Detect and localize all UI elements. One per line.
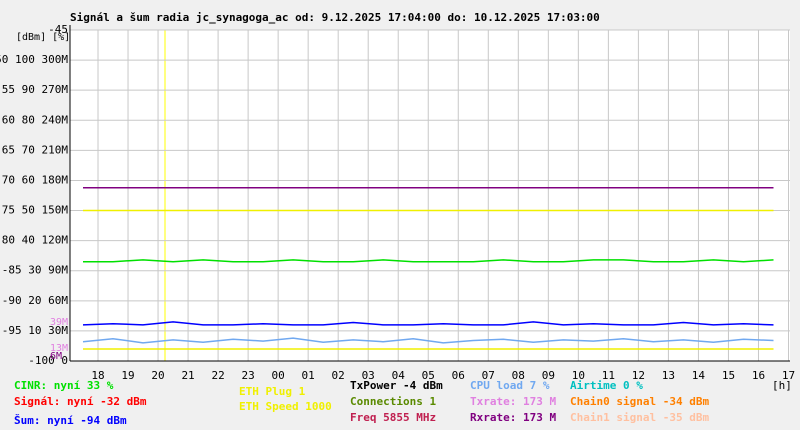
x-tick-label: 13 <box>662 369 675 382</box>
x-tick-label: 08 <box>512 369 525 382</box>
x-axis-label: [h] <box>772 379 792 392</box>
y-tick-label: -95 10 30M <box>2 324 69 337</box>
y-tick-label: -55 90 270M <box>0 83 68 96</box>
series-line <box>83 259 774 263</box>
x-tick-label: 10 <box>572 369 585 382</box>
series-line <box>82 321 774 326</box>
legend-entry: Txrate: 173 M <box>470 395 556 408</box>
y-tick-label: -90 20 60M <box>2 294 69 307</box>
x-tick-label: 05 <box>422 369 435 382</box>
x-tick-label: 22 <box>211 369 224 382</box>
chart-title: Signál a šum radia jc_synagoga_ac od: 9.… <box>70 11 600 24</box>
y-tick-label: -80 40 120M <box>0 234 68 247</box>
x-tick-label: 18 <box>91 369 104 382</box>
x-tick-label: 23 <box>241 369 254 382</box>
legend-entry: Chain1 signal -35 dBm <box>570 411 709 424</box>
x-tick-label: 16 <box>752 369 765 382</box>
x-tick-label: 09 <box>542 369 555 382</box>
legend-entry: Airtime 0 % <box>570 379 643 392</box>
legend-entry: Freq 5855 MHz <box>350 411 436 424</box>
legend-entry: Connections 1 <box>350 395 436 408</box>
x-tick-label: 21 <box>181 369 194 382</box>
x-tick-label: 12 <box>632 369 645 382</box>
legend-entry: CPU load 7 % <box>470 379 550 392</box>
x-tick-label: 02 <box>332 369 345 382</box>
y-tick-label: -65 70 210M <box>0 143 68 156</box>
y-tick-label: -50 100 300M <box>0 53 68 66</box>
x-tick-label: 03 <box>362 369 375 382</box>
x-tick-label: 00 <box>272 369 285 382</box>
x-tick-label: 01 <box>302 369 315 382</box>
legend-entry: TxPower -4 dBm <box>350 379 443 392</box>
x-tick-label: 11 <box>602 369 615 382</box>
x-tick-label: 14 <box>692 369 706 382</box>
legend-entry: ETH Speed 1000 <box>239 400 332 413</box>
y-tick-label: -100 0 <box>28 354 68 367</box>
x-tick-label: 20 <box>151 369 164 382</box>
legend-entry: Rxrate: 173 M <box>470 411 556 424</box>
legend-entry: Šum: nyní -94 dBm <box>14 414 127 427</box>
y-tick-label: -60 80 240M <box>0 113 68 126</box>
x-tick-label: 19 <box>121 369 134 382</box>
x-tick-label: 04 <box>392 369 406 382</box>
annotation: 6M <box>50 351 62 362</box>
y-tick-label: -75 50 150M <box>0 204 68 217</box>
annotation: 13M <box>50 343 68 354</box>
y-axis-label: [dBm] [%] <box>16 32 70 43</box>
x-tick-label: 17 <box>782 369 795 382</box>
annotation: 39M <box>50 317 68 328</box>
y-tick-label: -70 60 180M <box>0 173 68 186</box>
legend-entry: Chain0 signal -34 dBm <box>570 395 709 408</box>
legend-entry: Signál: nyní -32 dBm <box>14 395 147 408</box>
x-tick-label: 15 <box>722 369 735 382</box>
x-tick-label: 06 <box>452 369 465 382</box>
x-tick-label: 07 <box>482 369 495 382</box>
y-tick-label: -45 <box>48 23 68 36</box>
legend-entry: ETH Plug 1 <box>239 385 306 398</box>
legend-entry: CINR: nyní 33 % <box>14 379 114 392</box>
y-tick-label: -85 30 90M <box>2 264 69 277</box>
series-line <box>82 337 774 344</box>
plot-area <box>70 30 790 361</box>
